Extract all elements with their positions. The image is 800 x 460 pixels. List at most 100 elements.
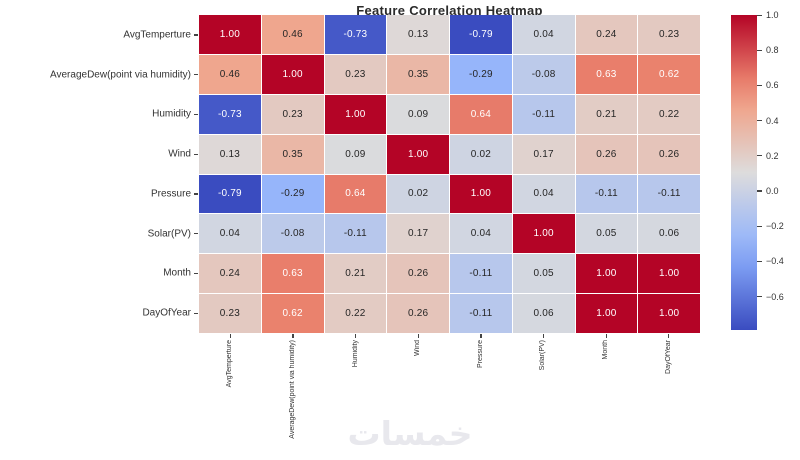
x-axis-tick bbox=[605, 334, 607, 338]
heatmap-cell: 0.23 bbox=[324, 54, 387, 94]
heatmap-cell: 1.00 bbox=[324, 94, 387, 134]
heatmap-cell: 0.35 bbox=[261, 134, 324, 174]
heatmap-cell: 0.05 bbox=[512, 254, 575, 294]
x-axis-label: Humidity bbox=[351, 340, 359, 368]
x-axis-tick bbox=[292, 334, 294, 338]
y-axis-label: AverageDew(point via humidity) bbox=[50, 69, 191, 81]
heatmap-cell: 0.62 bbox=[261, 294, 324, 333]
y-axis-tick bbox=[194, 113, 198, 116]
heatmap-cell: 0.23 bbox=[199, 294, 261, 333]
y-axis-label: DayOfYear bbox=[142, 307, 191, 319]
heatmap-cell: -0.08 bbox=[261, 214, 324, 254]
x-axis-tick bbox=[229, 334, 231, 338]
heatmap-cell: -0.11 bbox=[450, 254, 512, 294]
colorbar-tick-label: −0.4 bbox=[766, 256, 784, 267]
colorbar-tick-dash bbox=[757, 155, 762, 157]
heatmap-cell: 1.00 bbox=[261, 54, 324, 94]
heatmap-cell: 0.63 bbox=[261, 254, 324, 294]
heatmap-cell: 0.64 bbox=[450, 94, 512, 134]
heatmap-cell: -0.29 bbox=[261, 174, 324, 214]
heatmap-cell: 1.00 bbox=[199, 15, 261, 54]
heatmap-cell: 0.26 bbox=[387, 294, 449, 333]
heatmap-cell: 0.24 bbox=[575, 15, 638, 54]
heatmap-cell: 0.06 bbox=[512, 294, 575, 333]
heatmap-cell: 0.35 bbox=[387, 54, 449, 94]
heatmap-cell: 0.04 bbox=[512, 174, 575, 214]
y-axis-tick bbox=[194, 233, 198, 235]
heatmap-cell: 1.00 bbox=[575, 254, 638, 294]
watermark: خمسات bbox=[347, 414, 473, 453]
y-axis-tick bbox=[194, 34, 198, 36]
heatmap-cell: -0.79 bbox=[199, 174, 261, 214]
heatmap-cell: 0.63 bbox=[575, 54, 638, 94]
heatmap-cell: 0.22 bbox=[638, 94, 700, 134]
heatmap-cell: 1.00 bbox=[575, 294, 638, 333]
heatmap-cell: 0.21 bbox=[324, 254, 387, 294]
heatmap-cell: -0.08 bbox=[512, 54, 575, 94]
x-axis-tick bbox=[480, 334, 482, 338]
colorbar-tick-label: 0.0 bbox=[766, 185, 779, 196]
heatmap-cell: 0.02 bbox=[387, 174, 449, 214]
heatmap-cell: 0.09 bbox=[387, 94, 449, 134]
heatmap-cell: 0.26 bbox=[387, 254, 449, 294]
heatmap-cell: 0.21 bbox=[575, 94, 638, 134]
heatmap-grid: 1.00 0.46 -0.73 0.13 -0.79 0.04 0.24 0.23 0.46 1.… bbox=[199, 15, 700, 333]
colorbar-tick-label: −0.2 bbox=[766, 221, 784, 232]
heatmap-cell: 0.46 bbox=[199, 54, 261, 94]
x-axis-label: Month bbox=[602, 340, 610, 360]
heatmap-cell: 0.64 bbox=[324, 174, 387, 214]
colorbar-tick-dash bbox=[757, 84, 762, 87]
y-axis-tick bbox=[194, 193, 198, 195]
heatmap-cell: -0.11 bbox=[512, 94, 575, 134]
heatmap-cell: 0.04 bbox=[199, 214, 261, 254]
heatmap-cell: 0.04 bbox=[512, 15, 575, 54]
y-axis-tick bbox=[194, 153, 198, 155]
heatmap-cell: 0.04 bbox=[450, 214, 512, 254]
heatmap-cell: 0.13 bbox=[199, 134, 261, 174]
heatmap-cell: 0.06 bbox=[638, 214, 700, 254]
colorbar-tick-dash bbox=[757, 296, 762, 298]
x-axis-label: Wind bbox=[414, 340, 422, 356]
x-axis-tick bbox=[542, 334, 545, 338]
colorbar-tick-label: 0.8 bbox=[766, 45, 779, 56]
chart-title: Feature Correlation Heatmap bbox=[356, 3, 543, 18]
heatmap-cell: 0.09 bbox=[324, 134, 387, 174]
heatmap-cell: 0.62 bbox=[638, 54, 700, 94]
heatmap-cell: -0.73 bbox=[324, 15, 387, 54]
heatmap-cell: 0.22 bbox=[324, 294, 387, 333]
x-axis-tick bbox=[417, 334, 419, 338]
colorbar-tick-dash bbox=[757, 14, 762, 16]
heatmap-cell: 1.00 bbox=[512, 214, 575, 254]
y-axis-label: Pressure bbox=[150, 188, 191, 200]
y-axis-label: Wind bbox=[168, 148, 191, 160]
heatmap-cell: 0.23 bbox=[638, 15, 700, 54]
x-axis-tick bbox=[355, 334, 357, 338]
heatmap-cell: 0.24 bbox=[199, 254, 261, 294]
heatmap-cell: -0.11 bbox=[450, 294, 512, 333]
heatmap-cell: 0.23 bbox=[261, 94, 324, 134]
colorbar-tick-dash bbox=[757, 120, 762, 122]
heatmap-cell: 0.02 bbox=[450, 134, 512, 174]
heatmap-cell: 1.00 bbox=[638, 294, 700, 333]
x-axis-label: Solar(PV) bbox=[539, 340, 547, 371]
heatmap-cell: -0.11 bbox=[324, 214, 387, 254]
colorbar-tick-label: 1.0 bbox=[766, 10, 779, 20]
colorbar-tick-label: 0.6 bbox=[766, 80, 779, 91]
heatmap-cell: 0.46 bbox=[261, 15, 324, 54]
heatmap-cell: 0.17 bbox=[387, 214, 449, 254]
heatmap-cell: 1.00 bbox=[387, 134, 449, 174]
heatmap-cell: 0.26 bbox=[638, 134, 700, 174]
x-axis-label: AvgTemperture bbox=[226, 340, 234, 388]
y-axis-label: Month bbox=[163, 267, 191, 279]
y-axis-label: Humidity bbox=[152, 108, 191, 120]
heatmap-cell: 0.17 bbox=[512, 134, 575, 174]
colorbar-tick-label: 0.4 bbox=[766, 115, 779, 126]
heatmap-cell: 0.05 bbox=[575, 214, 638, 254]
colorbar-tick-dash bbox=[757, 225, 762, 227]
x-axis-label: AverageDew(point via humidity) bbox=[288, 340, 296, 439]
heatmap-cell: -0.79 bbox=[450, 15, 512, 54]
y-axis-tick bbox=[194, 312, 198, 314]
heatmap-cell: 1.00 bbox=[638, 254, 700, 294]
y-axis-tick bbox=[194, 272, 198, 275]
